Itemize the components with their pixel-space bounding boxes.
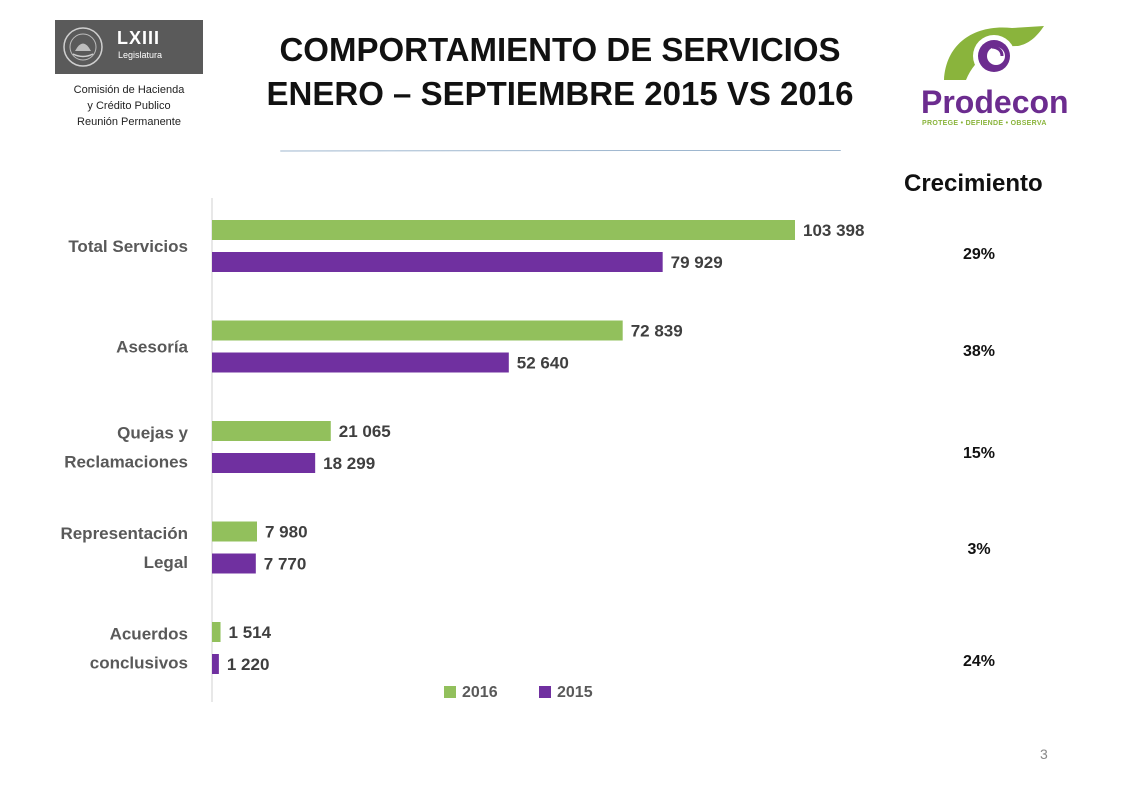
data-label: 103 398 bbox=[803, 221, 864, 240]
data-label: 52 640 bbox=[517, 354, 569, 373]
data-label: 79 929 bbox=[671, 253, 723, 272]
commission-block: Comisión de Hacienda y Crédito Publico R… bbox=[50, 82, 208, 130]
bar-2015 bbox=[212, 352, 509, 373]
growth-value: 38% bbox=[962, 343, 996, 360]
growth-value: 3% bbox=[967, 541, 991, 558]
legislature-logo: LXIII Legislatura bbox=[55, 20, 203, 74]
commission-line: y Crédito Publico bbox=[87, 100, 171, 112]
bar-2016 bbox=[212, 220, 795, 240]
growth-value: 24% bbox=[962, 653, 996, 670]
header-divider bbox=[280, 150, 841, 152]
bar-2015 bbox=[212, 553, 256, 574]
commission-line: Reunión Permanente bbox=[77, 116, 181, 128]
growth-title: Crecimiento bbox=[904, 170, 1043, 197]
legislature-subtitle: Legislatura bbox=[118, 50, 163, 60]
bar-2015 bbox=[212, 654, 219, 674]
data-label: 7 770 bbox=[264, 555, 307, 574]
page-title-line-1: COMPORTAMIENTO DE SERVICIOS bbox=[279, 31, 841, 68]
category-label: Representación bbox=[60, 524, 188, 543]
commission-line: Comisión de Hacienda bbox=[73, 84, 185, 96]
category-label: conclusivos bbox=[90, 654, 188, 673]
category-label: Asesoría bbox=[116, 338, 188, 357]
category-label: Total Servicios bbox=[68, 237, 188, 256]
prodecon-tagline: PROTEGE • DEFIENDE • OBSERVA bbox=[922, 120, 1047, 127]
growth-value: 29% bbox=[962, 246, 996, 263]
data-label: 7 980 bbox=[265, 523, 308, 542]
bar-2015 bbox=[212, 453, 316, 473]
legend-swatch-2015 bbox=[539, 686, 551, 698]
category-label: Reclamaciones bbox=[64, 453, 188, 472]
legislature-name: LXIII bbox=[117, 28, 161, 48]
prodecon-eye-icon bbox=[944, 26, 1044, 80]
prodecon-logo: Prodecon PROTEGE • DEFIENDE • OBSERVA bbox=[918, 22, 1069, 132]
data-label: 1 514 bbox=[229, 623, 272, 642]
data-label: 21 065 bbox=[339, 422, 391, 441]
bar-2016 bbox=[212, 521, 257, 542]
category-label: Quejas y bbox=[117, 424, 188, 443]
bar-2016 bbox=[212, 622, 221, 642]
legend-swatch-2016 bbox=[444, 686, 456, 698]
data-label: 1 220 bbox=[227, 655, 270, 674]
mexican-seal-icon bbox=[63, 27, 103, 67]
bar-2016 bbox=[212, 421, 331, 441]
bar-2016 bbox=[212, 320, 623, 341]
data-label: 18 299 bbox=[323, 454, 375, 473]
page-title: COMPORTAMIENTO DE SERVICIOS ENERO – SEPT… bbox=[230, 28, 890, 116]
services-bar-chart: Total Servicios 103 398 79 929 Asesoría 72 8… bbox=[60, 198, 864, 702]
legend-label: 2015 bbox=[557, 684, 593, 701]
page-title-line-2: ENERO – SEPTIEMBRE 2015 VS 2016 bbox=[266, 75, 854, 112]
growth-value: 15% bbox=[962, 445, 996, 462]
category-label: Legal bbox=[144, 553, 188, 572]
data-label: 72 839 bbox=[631, 322, 683, 341]
prodecon-name: Prodecon bbox=[921, 84, 1069, 120]
page-number: 3 bbox=[1040, 746, 1048, 762]
bar-2015 bbox=[212, 252, 663, 272]
legend-label: 2016 bbox=[462, 684, 498, 701]
category-label: Acuerdos bbox=[110, 625, 188, 644]
